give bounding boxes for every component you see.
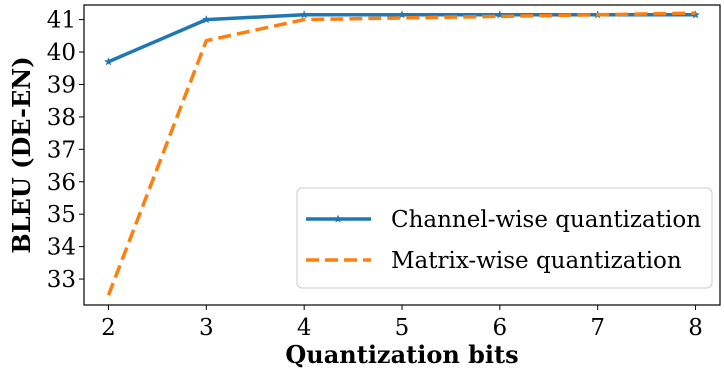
data-point	[495, 10, 505, 19]
y-tick-label: 35	[47, 202, 76, 228]
y-tick-label: 38	[47, 105, 76, 131]
y-tick-label: 36	[47, 170, 76, 196]
x-axis: 2 3 4 5 6 7 8	[101, 305, 703, 341]
data-point	[104, 57, 113, 66]
y-tick-label: 34	[47, 235, 76, 261]
x-tick-label: 5	[395, 315, 410, 341]
data-point	[299, 10, 309, 19]
legend-label: Matrix-wise quantization	[391, 248, 682, 274]
series-line-channel-wise	[107, 12, 696, 64]
x-tick-label: 6	[493, 315, 508, 341]
y-tick-label: 37	[47, 137, 76, 163]
y-tick-label: 41	[47, 8, 76, 34]
y-tick-label: 33	[47, 267, 76, 293]
x-tick-label: 8	[688, 315, 703, 341]
data-point	[397, 10, 407, 19]
x-tick-label: 2	[101, 315, 116, 341]
legend-box	[296, 187, 713, 289]
y-tick-label: 40	[47, 40, 76, 66]
legend-label: Channel-wise quantization	[391, 207, 701, 233]
legend-marker	[333, 214, 343, 223]
series-line-matrix-wise	[106, 11, 696, 296]
data-point	[202, 15, 211, 24]
x-tick-label: 3	[199, 315, 214, 341]
x-axis-title: Quantization bits	[285, 340, 518, 369]
legend: Channel-wise quantization Matrix-wise qua…	[296, 187, 713, 289]
y-axis-title: BLEU (DE-EN)	[7, 56, 36, 253]
series-layer	[104, 10, 700, 296]
x-tick-label: 7	[590, 315, 605, 341]
y-tick-label: 39	[47, 72, 76, 98]
x-tick-label: 4	[297, 315, 312, 341]
y-axis: 33 34 35 36 37 38 39 40 41	[47, 8, 84, 293]
